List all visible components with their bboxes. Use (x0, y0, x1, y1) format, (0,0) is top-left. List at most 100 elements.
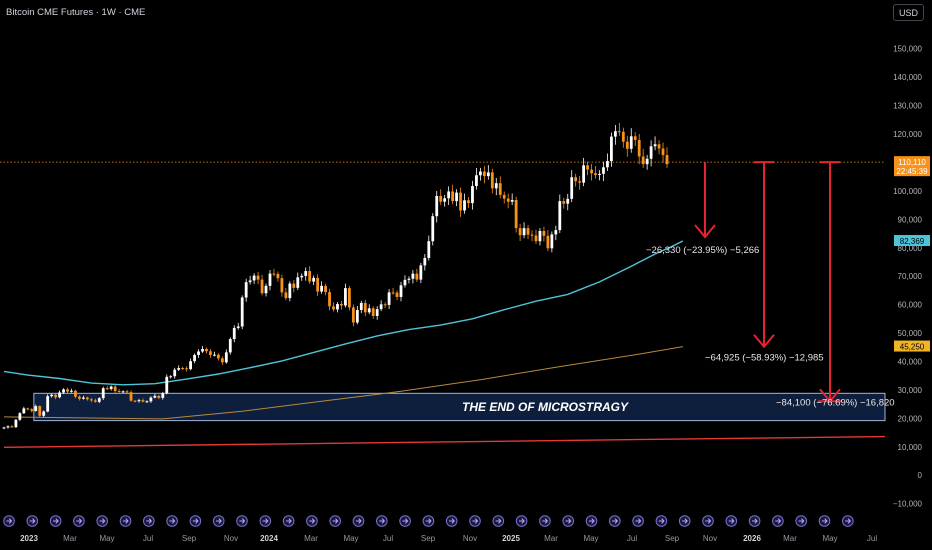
event-arrow-icon (565, 518, 572, 524)
currency-button[interactable]: USD (893, 4, 924, 21)
candle-up (248, 280, 252, 283)
candle-down (467, 200, 470, 204)
candle-up (50, 394, 54, 397)
price-tick-label: 60,000 (898, 301, 923, 310)
arrow-head (753, 334, 775, 349)
candle-up (387, 292, 391, 305)
price-tick-label: 150,000 (893, 45, 922, 54)
candle-up (145, 401, 149, 403)
candle-up (193, 354, 196, 362)
time-axis[interactable]: 2023 Mar May Jul Sep Nov 2024 Mar May Jul Sep Nov 20… (20, 534, 877, 543)
candle-down (133, 400, 137, 402)
candle-down (590, 169, 593, 174)
candle-up (62, 389, 65, 393)
candle-down (661, 148, 665, 156)
candle-up (97, 398, 101, 402)
candle-down (10, 426, 14, 428)
candle-down (451, 191, 455, 202)
candle-down (514, 199, 518, 229)
candle-down (502, 194, 506, 199)
candle-up (645, 158, 649, 165)
price-tick-label: 130,000 (893, 102, 922, 111)
event-arrow-icon (542, 518, 549, 524)
candle-down (66, 389, 69, 392)
candle-down (284, 292, 288, 299)
candle-down (395, 292, 399, 297)
event-arrow-icon (495, 518, 502, 524)
candle-up (355, 310, 359, 323)
indicator-lines-layer (0, 161, 886, 449)
candle-up (336, 304, 339, 310)
price-badge-value: 82,369 (900, 237, 925, 246)
price-tick-label: 70,000 (898, 272, 923, 281)
event-arrow-icon (845, 518, 851, 524)
event-arrow-icon (775, 518, 782, 524)
event-arrow-icon (29, 518, 36, 524)
candle-up (288, 283, 292, 299)
candle-down (530, 234, 534, 236)
candle-up (320, 285, 323, 292)
time-tick-label: Sep (182, 534, 197, 543)
candles-layer (2, 122, 669, 430)
candle-up (153, 395, 157, 398)
candle-down (637, 140, 641, 157)
time-tick-label: Nov (703, 534, 717, 543)
candle-down (526, 228, 530, 235)
moving-average-fast (3, 240, 684, 386)
time-tick-label: Mar (63, 534, 77, 543)
time-tick-label: May (343, 534, 358, 543)
time-tick-label: Mar (544, 534, 558, 543)
event-arrow-icon (635, 518, 642, 524)
candle-up (46, 396, 50, 412)
candle-up (486, 172, 490, 177)
candle-up (137, 400, 141, 402)
candle-up (582, 165, 586, 183)
price-badge (894, 156, 930, 177)
candle-down (490, 172, 494, 189)
event-arrow-icon (472, 518, 479, 524)
candle-up (82, 397, 85, 399)
candle-up (101, 388, 105, 399)
price-tick-label: 140,000 (893, 73, 922, 82)
candle-up (479, 171, 482, 176)
price-tick-label: 0 (918, 471, 923, 480)
candle-up (232, 327, 236, 340)
candle-up (554, 230, 558, 235)
event-arrow-icon (612, 518, 618, 524)
event-arrow-icon (588, 518, 595, 524)
candle-down (506, 198, 510, 202)
candle-up (6, 426, 10, 428)
candle-up (189, 361, 192, 370)
candle-down (534, 235, 538, 242)
candle-up (471, 186, 474, 204)
event-icons-layer[interactable] (3, 515, 854, 527)
candle-down (574, 177, 578, 182)
event-arrow-icon (286, 518, 292, 524)
candle-up (34, 406, 38, 411)
candle-up (300, 275, 304, 278)
candle-down (216, 354, 220, 359)
candle-down (351, 307, 355, 323)
countdown-label: 22:45:39 (896, 167, 928, 176)
candle-up (236, 326, 240, 328)
candle-up (494, 183, 498, 189)
candle-up (58, 392, 61, 398)
price-axis[interactable]: 150,000 140,000 130,000 120,000 100,000 90,00… (893, 45, 923, 509)
candle-down (546, 235, 550, 249)
price-tick-label: 80,000 (898, 244, 923, 253)
time-tick-label: Nov (224, 534, 238, 543)
candle-down (209, 351, 212, 355)
candle-up (455, 192, 458, 202)
candle-up (598, 173, 601, 175)
candle-down (324, 285, 327, 293)
candle-down (562, 201, 566, 204)
candle-down (181, 368, 185, 370)
time-tick-label: May (583, 534, 598, 543)
candle-up (240, 297, 244, 327)
price-tick-label: 20,000 (898, 414, 923, 423)
candle-down (105, 388, 109, 390)
time-tick-label: Mar (304, 534, 318, 543)
candle-up (610, 136, 613, 162)
